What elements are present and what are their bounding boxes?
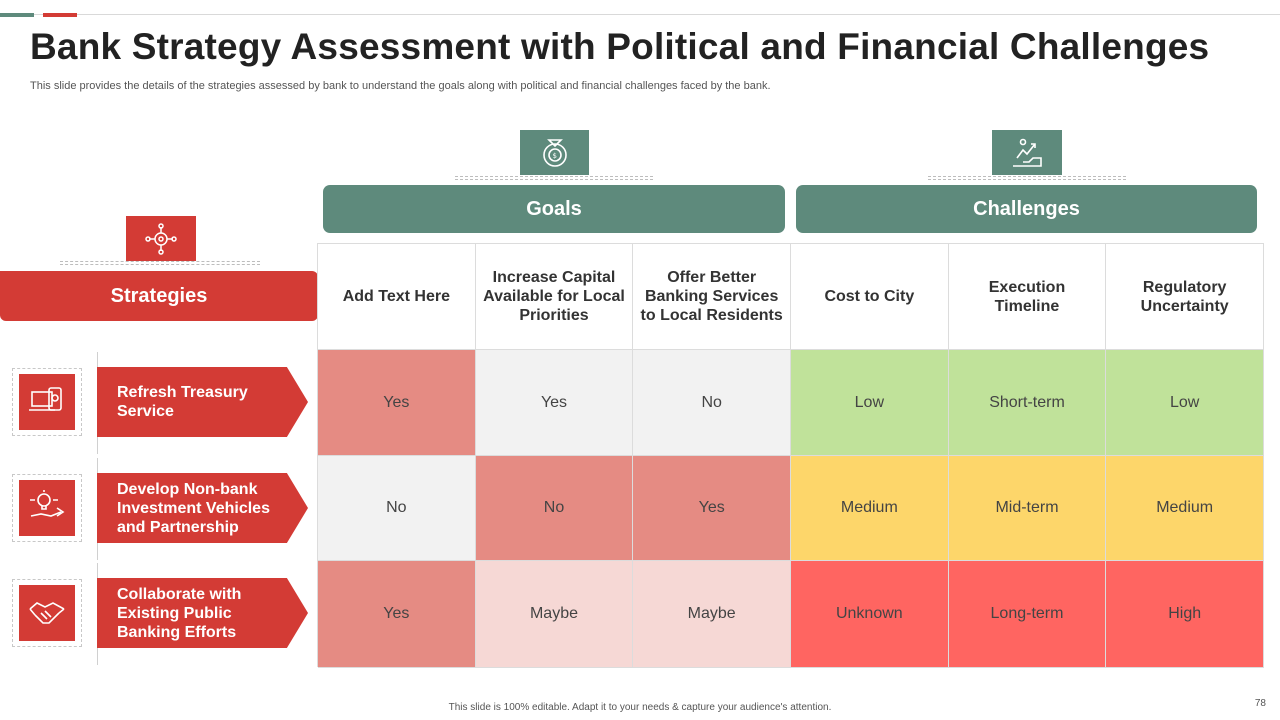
column-header: Execution Timeline bbox=[948, 244, 1107, 350]
page-title: Bank Strategy Assessment with Political … bbox=[30, 26, 1210, 67]
handshake-icon bbox=[19, 585, 75, 641]
network-gear-icon bbox=[126, 216, 196, 261]
table-cell: No bbox=[475, 456, 634, 561]
table-cell: Mid-term bbox=[948, 456, 1107, 561]
table-cell: No bbox=[633, 350, 791, 456]
table-cell: No bbox=[318, 456, 476, 561]
table-cell: Medium bbox=[791, 456, 949, 561]
table-cell: Unknown bbox=[791, 561, 949, 668]
table-cell: Low bbox=[1106, 350, 1264, 456]
challenges-header: Challenges bbox=[796, 185, 1257, 233]
goals-icon-underline bbox=[455, 176, 653, 180]
top-accent-red bbox=[43, 13, 77, 17]
row-icon-frame bbox=[12, 474, 82, 542]
column-header: Cost to City bbox=[791, 244, 949, 350]
svg-text:$: $ bbox=[552, 152, 556, 160]
table-cell: Yes bbox=[318, 350, 476, 456]
column-header: Add Text Here bbox=[318, 244, 476, 350]
column-header: Regulatory Uncertainty bbox=[1106, 244, 1264, 350]
strategy-label: Refresh Treasury Service bbox=[97, 367, 308, 437]
top-rule bbox=[0, 14, 1280, 15]
laptop-phone-icon bbox=[19, 374, 75, 430]
top-accent-green bbox=[0, 13, 34, 17]
table-cell: Long-term bbox=[948, 561, 1107, 668]
table-cell: Low bbox=[791, 350, 949, 456]
column-header: Offer Better Banking Services to Local R… bbox=[633, 244, 791, 350]
footer-note: This slide is 100% editable. Adapt it to… bbox=[448, 702, 832, 713]
table-cell: Short-term bbox=[948, 350, 1107, 456]
page-subtitle: This slide provides the details of the s… bbox=[30, 80, 771, 92]
strategy-label: Develop Non-bank Investment Vehicles and… bbox=[97, 473, 308, 543]
row-icon-frame bbox=[12, 368, 82, 436]
hand-idea-icon bbox=[19, 480, 75, 536]
challenges-icon-underline bbox=[928, 176, 1126, 180]
strategies-header: Strategies bbox=[0, 271, 318, 321]
table-cell: Medium bbox=[1106, 456, 1264, 561]
table-cell: Yes bbox=[318, 561, 476, 668]
assessment-table: Add Text Here Increase Capital Available… bbox=[317, 243, 1264, 668]
goals-header: Goals bbox=[323, 185, 785, 233]
money-target-icon: $ bbox=[520, 130, 589, 175]
page-number: 78 bbox=[1254, 698, 1266, 709]
column-header: Increase Capital Available for Local Pri… bbox=[475, 244, 634, 350]
table-cell: Yes bbox=[475, 350, 634, 456]
table-cell: High bbox=[1106, 561, 1264, 668]
strategy-label: Collaborate with Existing Public Banking… bbox=[97, 578, 308, 648]
hand-growth-icon bbox=[992, 130, 1062, 175]
table-cell: Maybe bbox=[633, 561, 791, 668]
table-cell: Yes bbox=[633, 456, 791, 561]
table-cell: Maybe bbox=[475, 561, 634, 668]
row-icon-frame bbox=[12, 579, 82, 647]
strategies-icon-underline bbox=[60, 261, 260, 265]
